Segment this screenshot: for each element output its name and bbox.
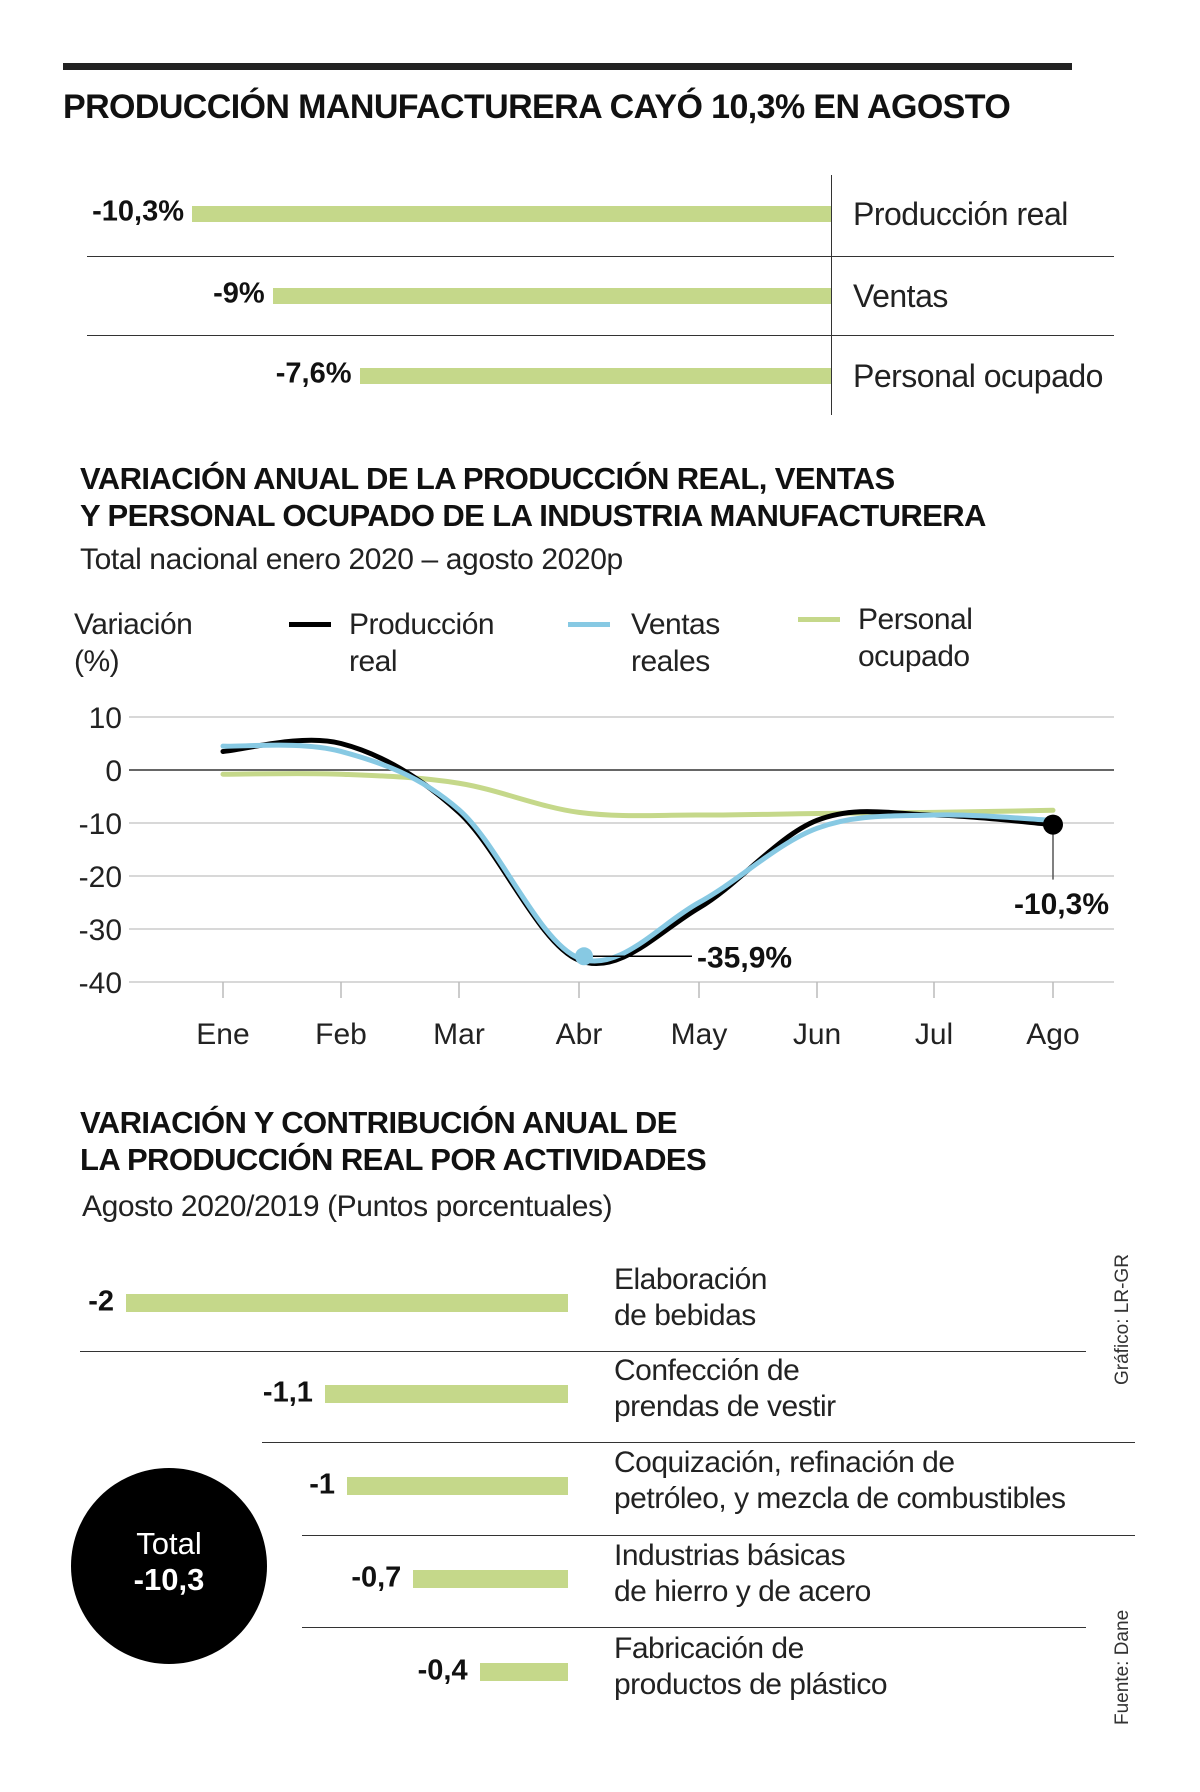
activity-bar bbox=[347, 1477, 568, 1495]
x-tick-label: May bbox=[671, 1018, 728, 1051]
x-tick-label: Ene bbox=[196, 1018, 249, 1051]
summary-label: Ventas bbox=[853, 278, 948, 314]
activity-label: Fabricación de productos de plástico bbox=[614, 1631, 888, 1703]
activity-label-line1: Elaboración bbox=[614, 1263, 767, 1296]
x-tick-label: Jul bbox=[915, 1018, 953, 1051]
legend-entry: Personal ocupado bbox=[858, 601, 973, 675]
divider bbox=[87, 256, 1114, 257]
legend-line1: Ventas bbox=[631, 608, 720, 641]
activity-label-line1: Fabricación de bbox=[614, 1632, 804, 1665]
summary-bar bbox=[192, 206, 831, 222]
activity-label-line1: Coquización, refinación de bbox=[614, 1446, 955, 1479]
activity-bar bbox=[479, 1663, 568, 1681]
chart-subtitle: Total nacional enero 2020 – agosto 2020p bbox=[80, 543, 623, 576]
divider bbox=[80, 1351, 1086, 1352]
activity-label: Industrias básicas de hierro y de acero bbox=[614, 1538, 871, 1610]
summary-label: Producción real bbox=[853, 196, 1068, 232]
summary-label: Personal ocupado bbox=[853, 358, 1103, 394]
activity-label-line2: petróleo, y mezcla de combustibles bbox=[614, 1482, 1066, 1515]
legend-swatch bbox=[568, 622, 610, 627]
activity-label-line1: Industrias básicas bbox=[614, 1539, 846, 1572]
activity-bar bbox=[413, 1570, 568, 1588]
summary-value: -9% bbox=[213, 277, 265, 310]
legend-line1: Personal bbox=[858, 603, 973, 636]
series-line bbox=[220, 771, 1056, 819]
activity-label-line2: productos de plástico bbox=[614, 1668, 888, 1701]
x-tick-label: Jun bbox=[793, 1018, 841, 1051]
total-label: Total bbox=[136, 1526, 202, 1561]
activity-bar bbox=[126, 1294, 568, 1312]
activity-value: -0,4 bbox=[417, 1654, 468, 1687]
source-credit: Fuente: Dane bbox=[1112, 1609, 1133, 1725]
activity-label: Confección de prendas de vestir bbox=[614, 1353, 836, 1425]
legend-line1: Producción bbox=[349, 608, 495, 641]
y-axis-label-line2: (%) bbox=[74, 645, 120, 678]
x-tick-label: Ago bbox=[1026, 1018, 1079, 1051]
divider bbox=[87, 335, 1114, 336]
legend-line2: ocupado bbox=[858, 640, 970, 673]
y-tick-label: -10 bbox=[79, 808, 122, 841]
activity-bar bbox=[324, 1385, 568, 1403]
summary-bar bbox=[272, 288, 831, 304]
activities-title-line2: LA PRODUCCIÓN REAL POR ACTIVIDADES bbox=[80, 1142, 707, 1177]
total-value: -10,3 bbox=[133, 1562, 205, 1597]
august-marker bbox=[1043, 814, 1063, 835]
legend-entry: Producción real bbox=[349, 606, 495, 680]
legend-line2: real bbox=[349, 645, 398, 678]
activities-subtitle: Agosto 2020/2019 (Puntos porcentuales) bbox=[82, 1190, 613, 1223]
top-rule bbox=[63, 63, 1072, 70]
legend-swatch bbox=[289, 622, 331, 627]
legend-entry: Ventas reales bbox=[631, 606, 720, 680]
activity-label-line2: de hierro y de acero bbox=[614, 1575, 871, 1608]
summary-value: -10,3% bbox=[92, 195, 184, 228]
line-chart: 10 0 -10 -20 -30 -40 Ene Feb Mar Abr May Jun Jul Ago -… bbox=[79, 702, 1114, 1051]
activity-value: -2 bbox=[88, 1285, 114, 1318]
x-tick-label: Abr bbox=[556, 1018, 603, 1051]
activity-label-line1: Confección de bbox=[614, 1354, 800, 1387]
y-axis-label: Variación (%) bbox=[74, 606, 193, 680]
divider bbox=[262, 1442, 1135, 1443]
y-tick-label: -30 bbox=[79, 914, 122, 947]
page-title: PRODUCCIÓN MANUFACTURERA CAYÓ 10,3% EN A… bbox=[63, 88, 1011, 126]
summary-axis bbox=[831, 175, 832, 415]
chart-title-line1: VARIACIÓN ANUAL DE LA PRODUCCIÓN REAL, V… bbox=[80, 461, 895, 496]
x-tick-label: Feb bbox=[315, 1018, 367, 1051]
y-tick-label: 0 bbox=[105, 755, 122, 788]
april-marker bbox=[575, 947, 593, 966]
divider bbox=[302, 1627, 1086, 1628]
chart-title-line2: Y PERSONAL OCUPADO DE LA INDUSTRIA MANUF… bbox=[80, 498, 986, 533]
y-tick-label: 10 bbox=[89, 702, 122, 735]
activity-label-line2: prendas de vestir bbox=[614, 1390, 836, 1423]
activity-label: Coquización, refinación de petróleo, y me… bbox=[614, 1445, 1066, 1517]
summary-value: -7,6% bbox=[275, 357, 352, 390]
activity-value: -1,1 bbox=[262, 1376, 313, 1409]
divider bbox=[302, 1535, 1135, 1536]
summary-bar bbox=[359, 368, 831, 384]
series-line bbox=[220, 742, 1056, 964]
legend-swatch bbox=[798, 617, 840, 622]
activities-title: VARIACIÓN Y CONTRIBUCIÓN ANUAL DE LA PRO… bbox=[80, 1104, 707, 1178]
activity-label: Elaboración de bebidas bbox=[614, 1262, 767, 1334]
annotation-april: -35,9% bbox=[697, 941, 792, 974]
activity-label-line2: de bebidas bbox=[614, 1299, 756, 1332]
activity-value: -0,7 bbox=[351, 1561, 402, 1594]
chart-title: VARIACIÓN ANUAL DE LA PRODUCCIÓN REAL, V… bbox=[80, 460, 986, 534]
legend-line2: reales bbox=[631, 645, 710, 678]
x-tick-label: Mar bbox=[433, 1018, 485, 1051]
activity-value: -1 bbox=[309, 1468, 335, 1501]
total-badge: Total -10,3 bbox=[71, 1468, 267, 1664]
activities-title-line1: VARIACIÓN Y CONTRIBUCIÓN ANUAL DE bbox=[80, 1105, 677, 1140]
y-axis-label-line1: Variación bbox=[74, 608, 193, 641]
annotation-august: -10,3% bbox=[1014, 888, 1109, 921]
y-tick-label: -40 bbox=[79, 967, 122, 1000]
y-tick-label: -20 bbox=[79, 861, 122, 894]
graphic-credit: Gráfico: LR-GR bbox=[1112, 1254, 1133, 1385]
